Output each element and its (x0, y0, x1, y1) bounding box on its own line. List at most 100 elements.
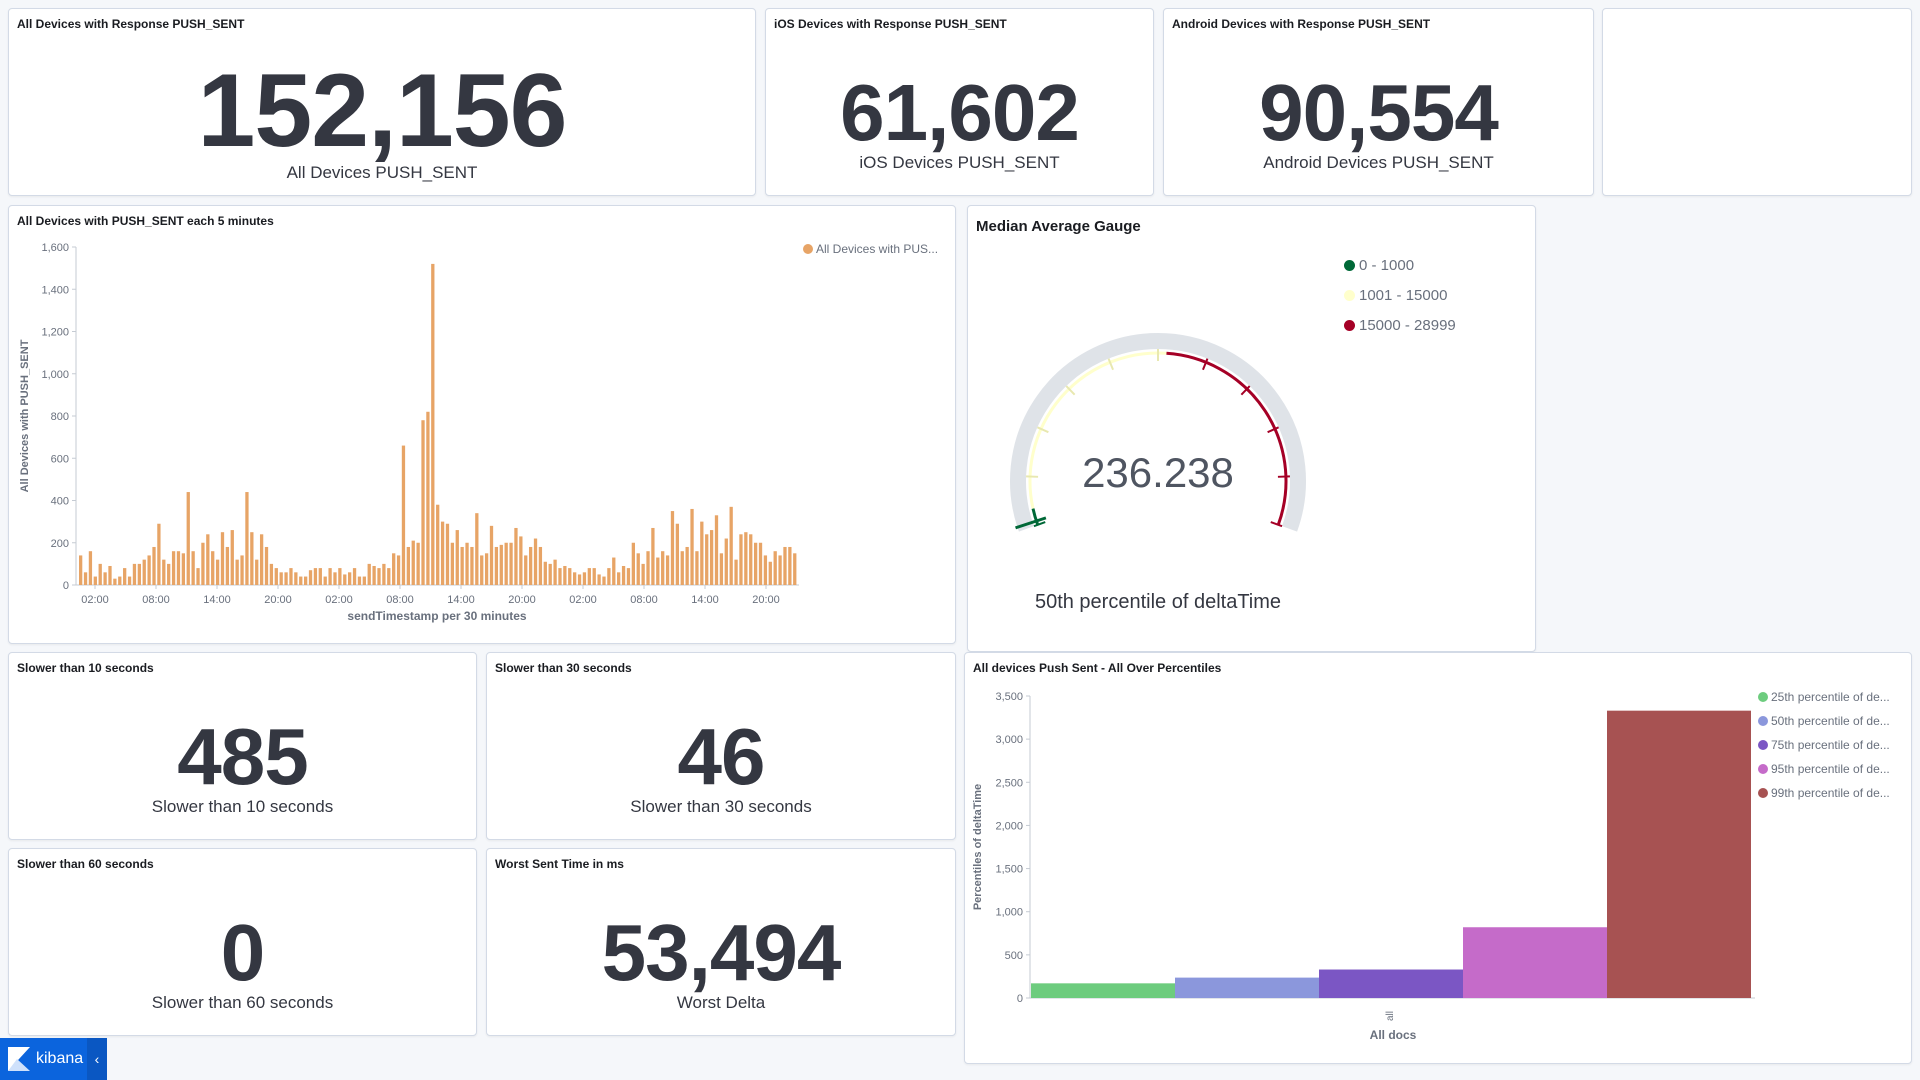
histogram-bar (313, 568, 318, 585)
x-tick-label: 14:00 (203, 594, 231, 606)
legend-item[interactable]: 0 - 1000 (1344, 250, 1456, 280)
x-tick-label: 14:00 (691, 594, 719, 606)
histogram-bar (489, 525, 494, 585)
x-tick-label: 14:00 (447, 594, 475, 606)
histogram-bar (152, 546, 156, 585)
histogram-bar (440, 521, 445, 585)
panel-title: Slower than 30 seconds (495, 661, 632, 675)
legend-swatch (1758, 764, 1768, 774)
y-axis-title: All Devices with PUSH_SENT (19, 339, 31, 492)
histogram-bar (259, 534, 264, 585)
legend-swatch (1344, 259, 1355, 271)
legend-swatch (1758, 740, 1768, 750)
histogram-bar (142, 559, 146, 585)
panel-slower-10: Slower than 10 seconds 485 Slower than 1… (8, 652, 477, 840)
collapse-nav-button[interactable]: ‹ (87, 1038, 107, 1080)
gauge-chart (1010, 333, 1306, 532)
metric-value: 46 (677, 712, 766, 801)
percentile-bar (1607, 710, 1751, 998)
gauge-tick (1033, 521, 1046, 528)
panel-android-devices: Android Devices with Response PUSH_SENT … (1163, 8, 1594, 196)
metric-label: Slower than 10 seconds (151, 797, 334, 816)
histogram-bar (621, 565, 626, 585)
histogram-bar (573, 572, 577, 585)
histogram-bar (582, 572, 587, 585)
histogram-bar (103, 572, 107, 585)
histogram-bar (426, 411, 430, 585)
histogram-bar (753, 542, 758, 585)
metric-label: Worst Delta (676, 993, 766, 1012)
histogram-bar (739, 534, 743, 585)
metric-value: 152,156 (197, 53, 568, 169)
y-tick-label: 1,200 (41, 327, 69, 339)
percentile-bar (1319, 969, 1463, 998)
histogram-bar (137, 563, 141, 585)
histogram-bar (240, 555, 244, 585)
histogram-bar (524, 555, 528, 585)
histogram-bar (211, 551, 215, 585)
histogram-bar (343, 574, 347, 585)
histogram-bar (470, 546, 474, 585)
histogram-bar (607, 568, 611, 585)
histogram-bar (592, 568, 596, 585)
y-tick-label: 1,400 (41, 284, 69, 296)
histogram-bar (612, 557, 616, 585)
y-tick-label: 2,500 (995, 777, 1023, 789)
metric-label: Slower than 60 seconds (151, 993, 334, 1012)
histogram-bar (196, 568, 200, 585)
histogram-bar (206, 534, 210, 585)
histogram-bar (387, 568, 391, 585)
histogram-bar (670, 511, 675, 585)
metric-value: 485 (177, 712, 308, 801)
histogram-bar (215, 559, 220, 585)
histogram-bar (431, 263, 435, 585)
histogram-bar (661, 551, 665, 585)
legend-swatch (1758, 716, 1768, 726)
histogram-bar (245, 492, 249, 585)
y-tick-label: 600 (51, 453, 69, 465)
histogram-bar (494, 546, 499, 585)
histogram-bar (318, 568, 322, 585)
histogram-bar (568, 568, 572, 585)
histogram-bar (788, 546, 792, 585)
histogram-bar (548, 563, 552, 585)
panel-title: Worst Sent Time in ms (495, 857, 624, 871)
x-tick-label: 08:00 (630, 594, 658, 606)
percentile-bar (1031, 983, 1175, 998)
panel-title: iOS Devices with Response PUSH_SENT (774, 17, 1007, 31)
histogram-bar (641, 563, 645, 585)
legend-swatch (1758, 692, 1768, 702)
histogram-bar (690, 508, 694, 585)
panel-title: Slower than 60 seconds (17, 857, 154, 871)
histogram-bar (744, 532, 748, 585)
gauge-tick (1267, 426, 1279, 434)
y-tick-label: 1,500 (995, 864, 1023, 876)
kibana-nav-bar[interactable]: kibana ‹ (0, 1038, 107, 1080)
histogram-bar (294, 572, 298, 585)
legend-swatch (803, 244, 813, 254)
histogram-bar (235, 559, 239, 585)
histogram-bar (167, 563, 171, 585)
panel-slower-30: Slower than 30 seconds 46 Slower than 30… (486, 652, 956, 840)
histogram-bar (382, 563, 386, 585)
legend-item[interactable]: 15000 - 28999 (1344, 310, 1456, 340)
histogram-bar (181, 553, 186, 585)
x-tick-label: 02:00 (81, 594, 109, 606)
histogram-bar (186, 492, 190, 585)
histogram-bar (406, 546, 410, 585)
histogram-bar (651, 527, 655, 585)
histogram-bar (79, 555, 83, 585)
histogram-bar (392, 553, 396, 585)
gauge-needle (1015, 516, 1047, 530)
histogram-bar (484, 553, 489, 585)
metric-value: 90,554 (1259, 68, 1499, 157)
histogram-bar (450, 542, 455, 585)
percentile-bar (1175, 977, 1319, 998)
legend-item[interactable]: 1001 - 15000 (1344, 280, 1456, 310)
histogram-bar (279, 572, 283, 585)
histogram-bar (656, 557, 660, 585)
histogram-bar (675, 523, 680, 585)
histogram-bar (758, 542, 763, 585)
x-tick-label: 08:00 (142, 594, 170, 606)
histogram-bar (533, 538, 538, 585)
